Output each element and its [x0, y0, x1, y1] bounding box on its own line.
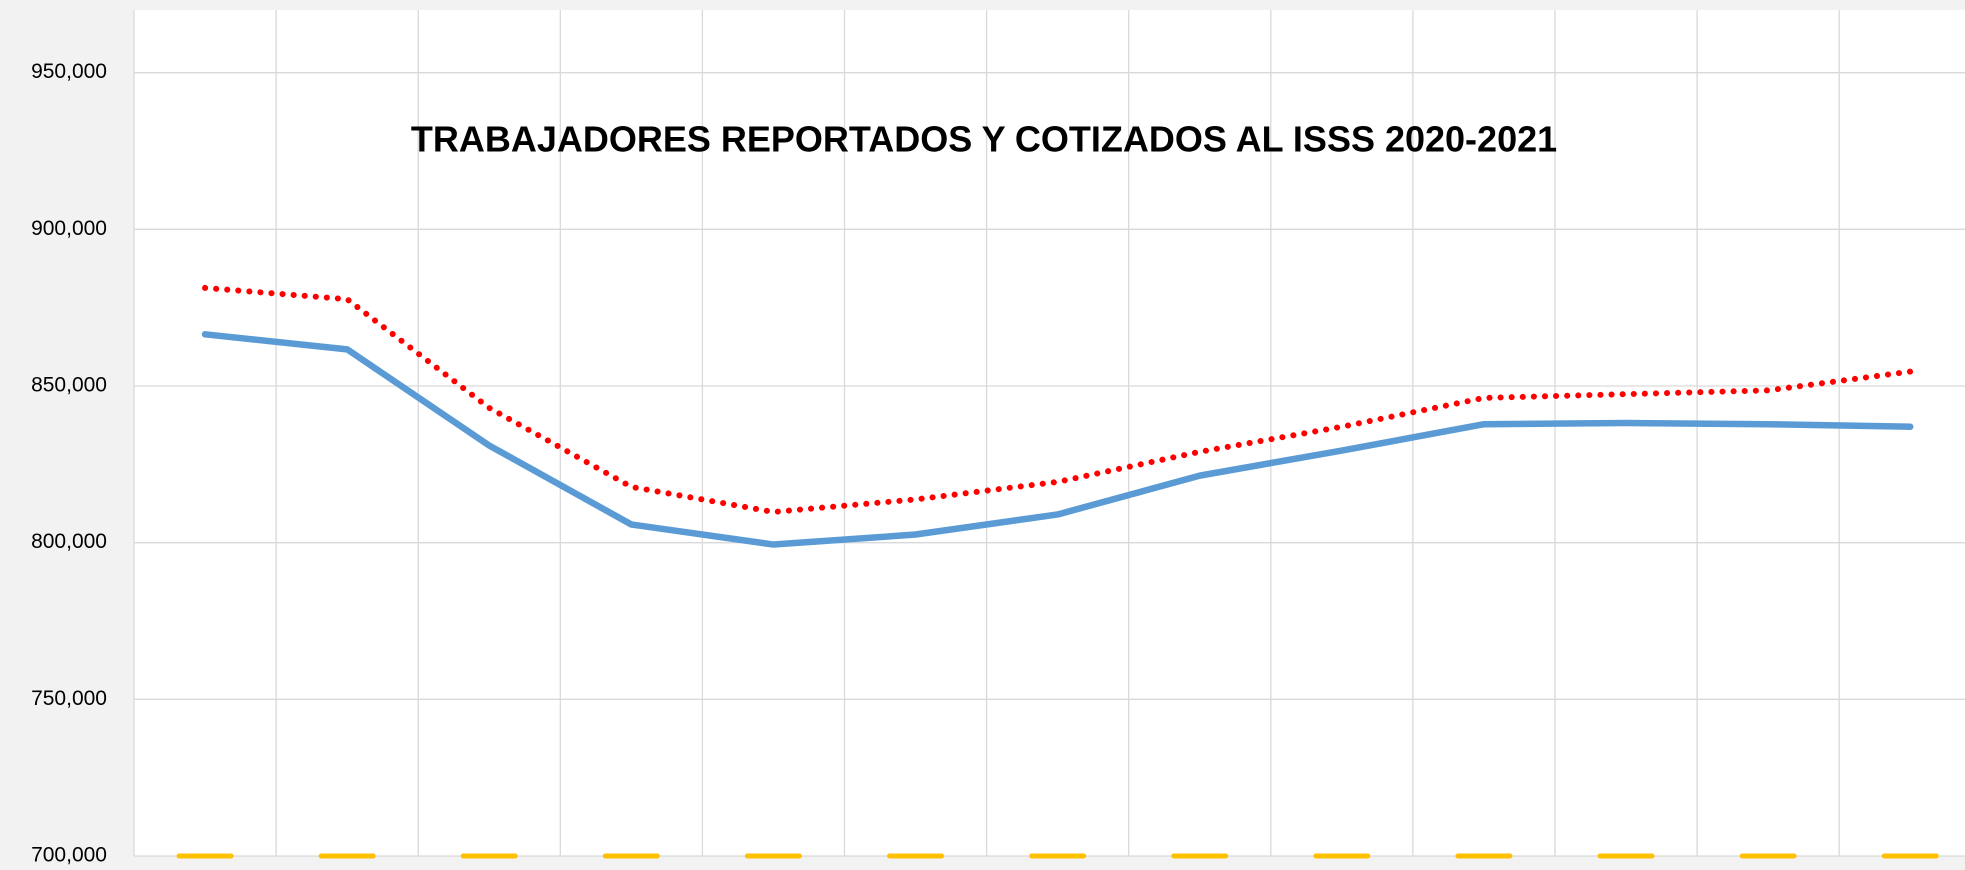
- plot-area: [134, 10, 1965, 856]
- marks: [176, 284, 1939, 859]
- y-tick-label: 950,000: [31, 60, 107, 83]
- y-tick-label: 850,000: [31, 374, 107, 397]
- y-tick-label: 750,000: [31, 687, 107, 710]
- series-line: [202, 284, 1914, 515]
- chart-title: TRABAJADORES REPORTADOS Y COTIZADOS AL I…: [411, 119, 1557, 160]
- y-tick-label: 700,000: [31, 844, 107, 867]
- grid: [133, 10, 1965, 857]
- y-tick-label: 900,000: [31, 217, 107, 240]
- series-line: [201, 331, 1914, 548]
- y-tick-label: 800,000: [31, 530, 107, 553]
